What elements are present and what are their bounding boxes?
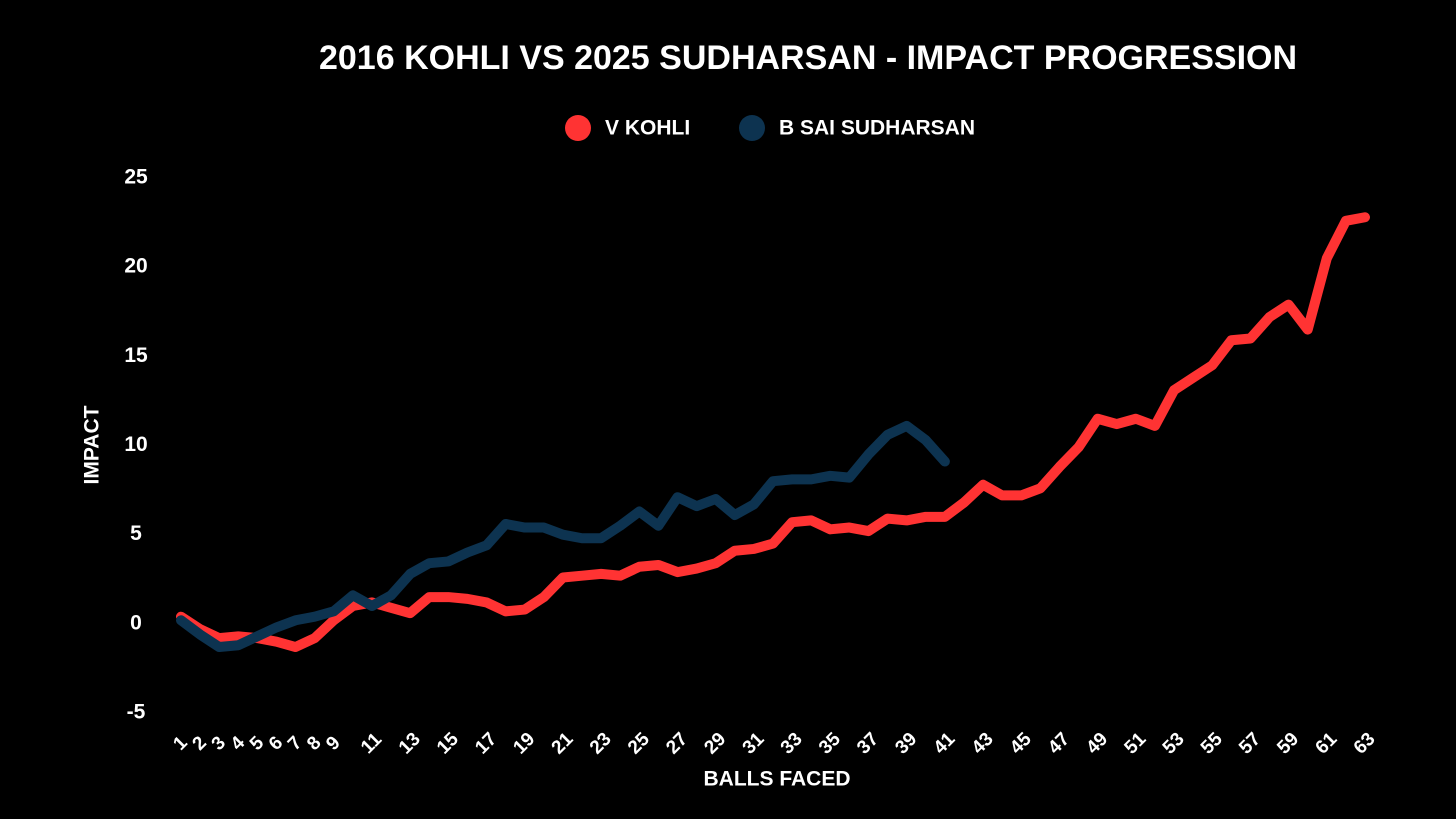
chart-title: 2016 KOHLI VS 2025 SUDHARSAN - IMPACT PR…: [319, 39, 1297, 77]
y-axis-label: IMPACT: [81, 405, 104, 484]
y-tick-label: 25: [124, 166, 148, 189]
y-tick-label: 15: [124, 344, 148, 367]
y-tick-label: -5: [127, 701, 146, 724]
legend-swatch: [739, 115, 765, 141]
legend-label: V KOHLI: [605, 117, 690, 140]
y-tick-label: 5: [130, 522, 142, 545]
series-line: [176, 420, 950, 653]
x-axis-label: BALLS FACED: [704, 768, 851, 791]
y-tick-label: 10: [124, 433, 147, 456]
y-tick-label: 0: [130, 611, 142, 634]
legend-swatch: [565, 115, 591, 141]
y-tick-label: 20: [124, 255, 147, 278]
legend-label: B SAI SUDHARSAN: [779, 117, 975, 140]
